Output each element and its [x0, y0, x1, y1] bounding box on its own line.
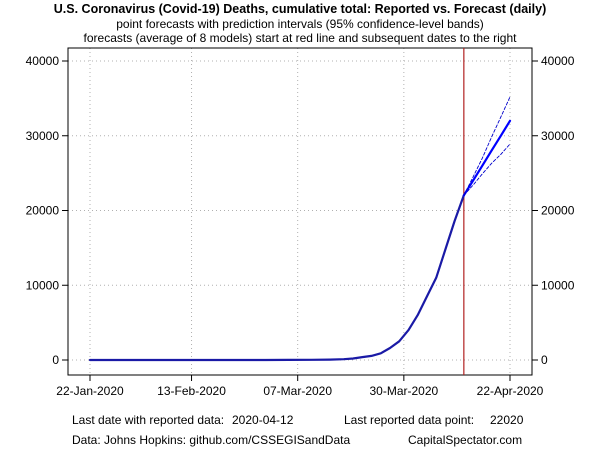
x-tick-label-4: 22-Apr-2020: [477, 384, 544, 398]
y-tick-label-left-0: 0: [52, 353, 59, 367]
chart-subtitle-2: forecasts (average of 8 models) start at…: [83, 31, 517, 45]
source-text: Data: Johns Hopkins: github.com/CSSEGISa…: [72, 433, 351, 447]
y-tick-label-right-3: 30000: [541, 129, 575, 143]
y-tick-label-left-1: 10000: [26, 278, 60, 292]
last-point-value: 22020: [490, 413, 524, 427]
brand-text: CapitalSpectator.com: [408, 433, 523, 447]
x-tick-label-2: 07-Mar-2020: [263, 384, 332, 398]
y-tick-label-left-2: 20000: [26, 204, 60, 218]
y-tick-label-right-4: 40000: [541, 54, 575, 68]
last-date-value: 2020-04-12: [232, 413, 294, 427]
y-tick-label-right-1: 10000: [541, 278, 575, 292]
x-tick-label-3: 30-Mar-2020: [369, 384, 438, 398]
last-point-label: Last reported data point:: [344, 413, 475, 427]
series-line-lower-band: [463, 143, 511, 196]
chart-title: U.S. Coronavirus (Covid-19) Deaths, cumu…: [53, 2, 547, 16]
chart-subtitle-1: point forecasts with prediction interval…: [116, 17, 484, 31]
plot-frame: [67, 47, 533, 376]
y-tick-label-left-3: 30000: [26, 129, 60, 143]
last-date-label: Last date with reported data:: [72, 413, 225, 427]
series-line-reported: [88, 194, 465, 362]
y-tick-label-right-2: 20000: [541, 204, 575, 218]
y-tick-label-left-4: 40000: [26, 54, 60, 68]
x-tick-label-0: 22-Jan-2020: [56, 384, 124, 398]
y-tick-label-right-0: 0: [541, 353, 548, 367]
series-line-forecast: [462, 119, 512, 197]
series-line-upper-band: [463, 96, 511, 196]
x-tick-label-1: 13-Feb-2020: [157, 384, 226, 398]
